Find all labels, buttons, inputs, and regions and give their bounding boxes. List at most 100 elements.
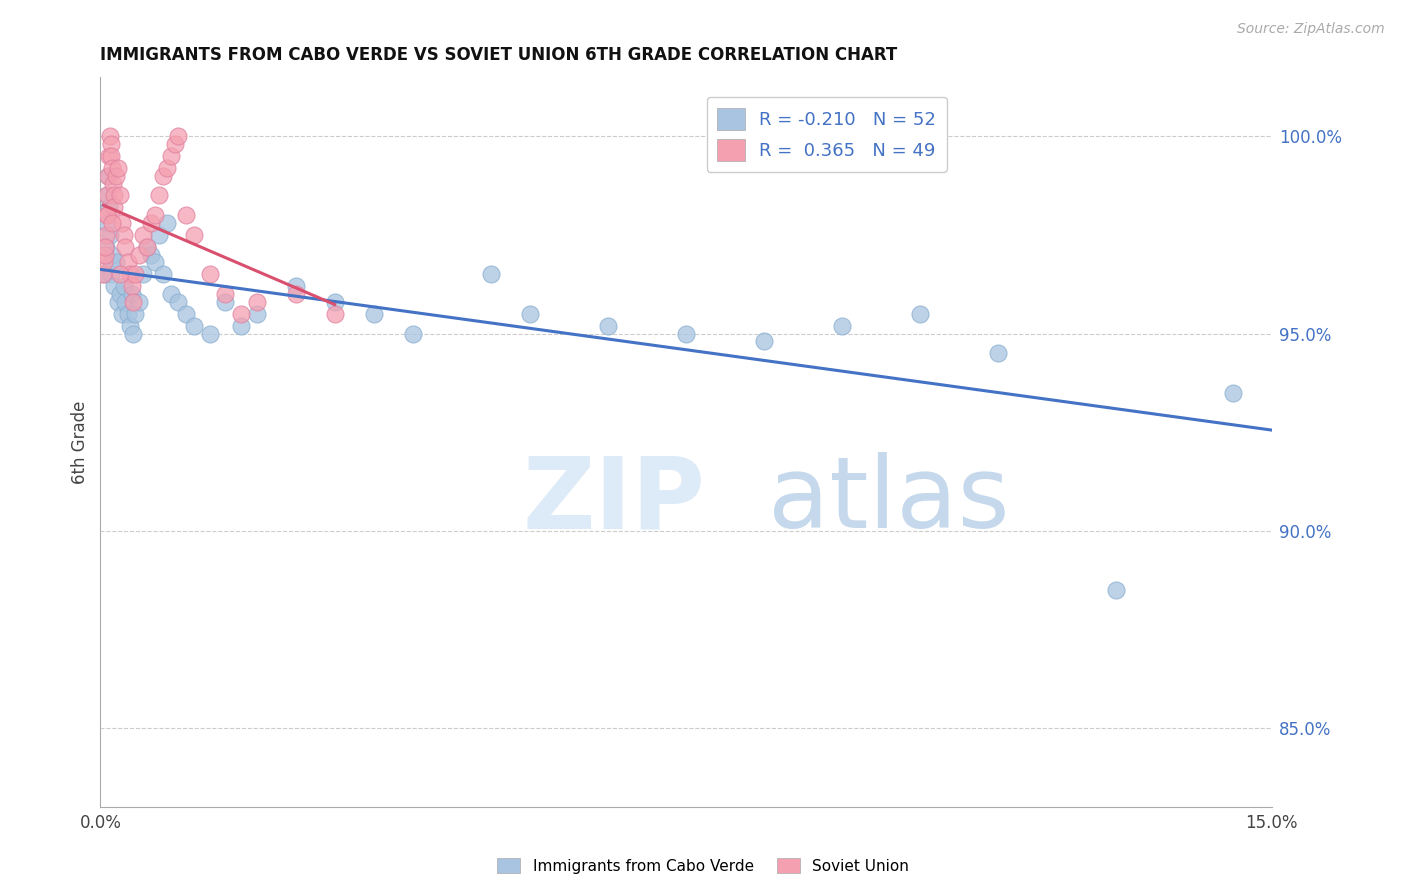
Point bbox=[323, 307, 346, 321]
Point bbox=[111, 216, 134, 230]
Point bbox=[284, 279, 307, 293]
Point bbox=[96, 188, 118, 202]
Point bbox=[675, 326, 697, 341]
Point bbox=[245, 307, 267, 321]
Point bbox=[167, 295, 190, 310]
Point bbox=[1104, 583, 1126, 598]
Point bbox=[121, 279, 143, 293]
Point bbox=[136, 240, 159, 254]
Point bbox=[107, 295, 129, 310]
Point bbox=[108, 287, 131, 301]
Point bbox=[910, 307, 932, 321]
Legend: Immigrants from Cabo Verde, Soviet Union: Immigrants from Cabo Verde, Soviet Union bbox=[491, 852, 915, 880]
Point bbox=[93, 255, 115, 269]
Point bbox=[229, 307, 252, 321]
Point bbox=[100, 149, 122, 163]
Point bbox=[122, 295, 145, 310]
Point bbox=[174, 208, 197, 222]
Point bbox=[987, 346, 1010, 360]
Point bbox=[96, 208, 118, 222]
Point bbox=[100, 268, 122, 282]
Point bbox=[143, 208, 166, 222]
Point bbox=[124, 268, 146, 282]
Point bbox=[124, 307, 146, 321]
Point bbox=[112, 279, 135, 293]
Point bbox=[163, 136, 186, 151]
Point bbox=[156, 161, 179, 175]
Point bbox=[118, 268, 141, 282]
Point bbox=[831, 318, 853, 333]
Point bbox=[117, 307, 139, 321]
Point bbox=[100, 136, 122, 151]
Point bbox=[118, 318, 141, 333]
Point bbox=[94, 240, 117, 254]
Point bbox=[101, 177, 124, 191]
Point bbox=[104, 169, 127, 183]
Point bbox=[108, 188, 131, 202]
Point bbox=[93, 268, 115, 282]
Point bbox=[96, 188, 118, 202]
Point bbox=[139, 216, 162, 230]
Point bbox=[519, 307, 541, 321]
Text: ZIP: ZIP bbox=[522, 452, 704, 549]
Point bbox=[112, 227, 135, 242]
Point bbox=[284, 287, 307, 301]
Text: atlas: atlas bbox=[768, 452, 1010, 549]
Point bbox=[107, 161, 129, 175]
Point bbox=[159, 287, 181, 301]
Point bbox=[101, 216, 124, 230]
Point bbox=[114, 240, 136, 254]
Point bbox=[94, 247, 117, 261]
Point bbox=[111, 307, 134, 321]
Point bbox=[229, 318, 252, 333]
Point bbox=[152, 268, 174, 282]
Text: Source: ZipAtlas.com: Source: ZipAtlas.com bbox=[1237, 22, 1385, 37]
Point bbox=[101, 161, 124, 175]
Point bbox=[94, 227, 117, 242]
Point bbox=[122, 326, 145, 341]
Point bbox=[245, 295, 267, 310]
Legend: R = -0.210   N = 52, R =  0.365   N = 49: R = -0.210 N = 52, R = 0.365 N = 49 bbox=[707, 97, 946, 171]
Point bbox=[143, 255, 166, 269]
Point bbox=[93, 268, 115, 282]
Point bbox=[103, 200, 125, 214]
Point bbox=[323, 295, 346, 310]
Point bbox=[114, 295, 136, 310]
Point bbox=[100, 255, 122, 269]
Point bbox=[101, 247, 124, 261]
Point bbox=[97, 169, 120, 183]
Point bbox=[97, 169, 120, 183]
Point bbox=[139, 247, 162, 261]
Point bbox=[174, 307, 197, 321]
Point bbox=[183, 318, 205, 333]
Point bbox=[121, 287, 143, 301]
Point bbox=[94, 240, 117, 254]
Point bbox=[754, 334, 776, 349]
Point bbox=[363, 307, 385, 321]
Point bbox=[596, 318, 619, 333]
Text: IMMIGRANTS FROM CABO VERDE VS SOVIET UNION 6TH GRADE CORRELATION CHART: IMMIGRANTS FROM CABO VERDE VS SOVIET UNI… bbox=[100, 46, 897, 64]
Point bbox=[104, 255, 127, 269]
Point bbox=[148, 227, 170, 242]
Point bbox=[103, 279, 125, 293]
Point bbox=[152, 169, 174, 183]
Point bbox=[214, 287, 236, 301]
Point bbox=[128, 247, 150, 261]
Point bbox=[198, 326, 221, 341]
Point bbox=[132, 227, 155, 242]
Point bbox=[198, 268, 221, 282]
Point bbox=[98, 129, 121, 144]
Point bbox=[159, 149, 181, 163]
Point bbox=[96, 216, 118, 230]
Point bbox=[183, 227, 205, 242]
Y-axis label: 6th Grade: 6th Grade bbox=[72, 401, 89, 483]
Point bbox=[128, 295, 150, 310]
Point bbox=[96, 208, 118, 222]
Point bbox=[97, 200, 120, 214]
Point bbox=[97, 149, 120, 163]
Point bbox=[156, 216, 179, 230]
Point bbox=[103, 188, 125, 202]
Point bbox=[214, 295, 236, 310]
Point bbox=[98, 227, 121, 242]
Point bbox=[136, 240, 159, 254]
